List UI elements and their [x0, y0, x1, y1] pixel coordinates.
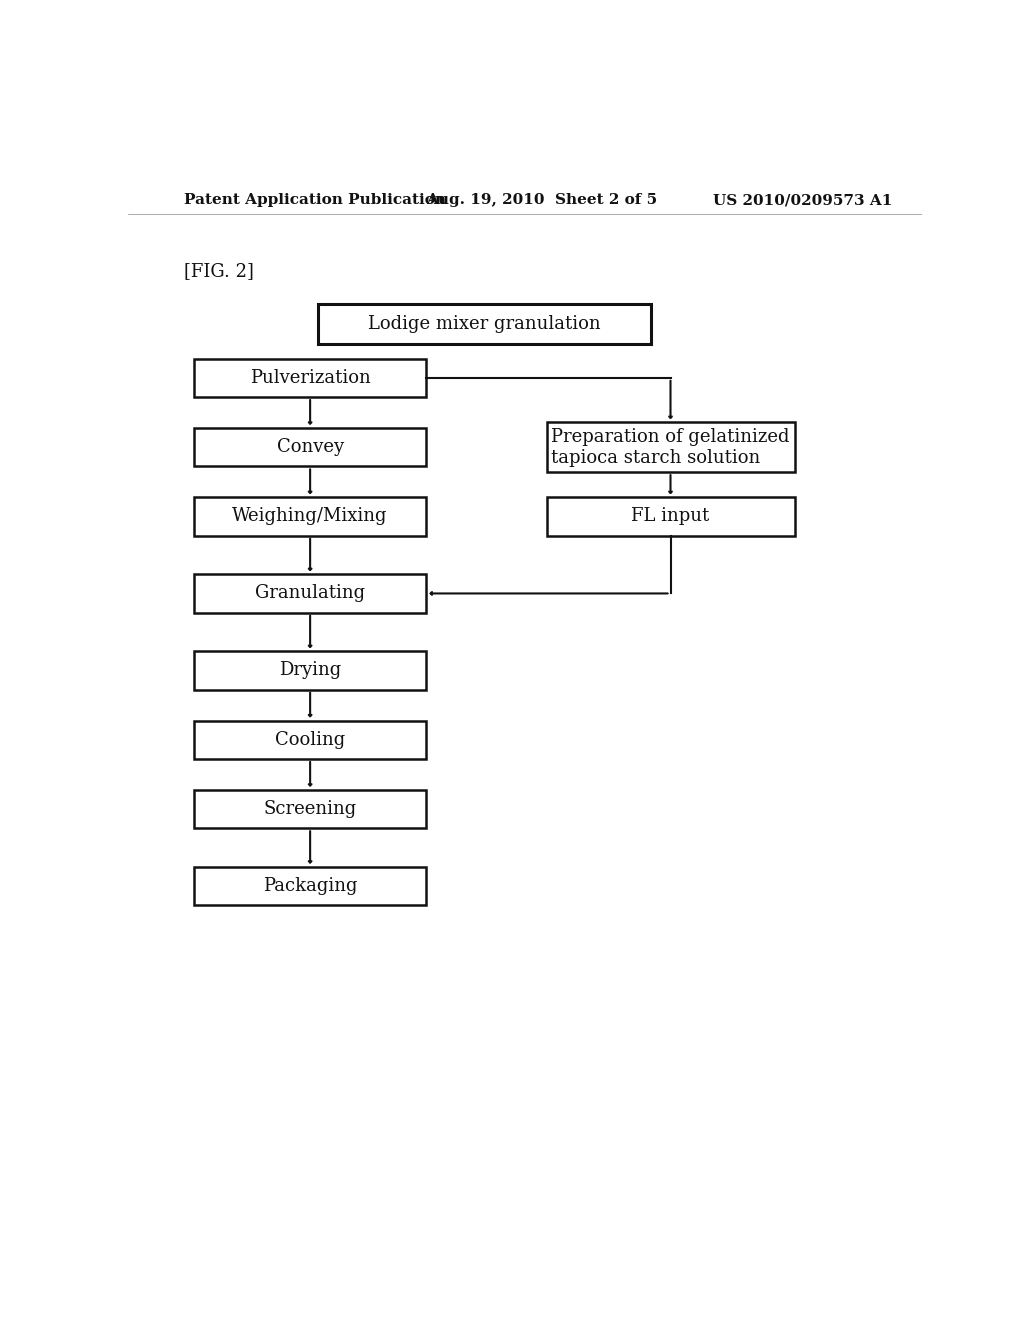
Text: [FIG. 2]: [FIG. 2] — [183, 263, 254, 280]
FancyBboxPatch shape — [194, 651, 426, 689]
FancyBboxPatch shape — [547, 498, 795, 536]
FancyBboxPatch shape — [194, 359, 426, 397]
Text: Drying: Drying — [279, 661, 341, 680]
FancyBboxPatch shape — [194, 498, 426, 536]
Text: Convey: Convey — [276, 438, 344, 457]
Text: Granulating: Granulating — [255, 585, 366, 602]
FancyBboxPatch shape — [547, 422, 795, 473]
Text: Packaging: Packaging — [263, 876, 357, 895]
FancyBboxPatch shape — [317, 304, 651, 345]
Text: Weighing/Mixing: Weighing/Mixing — [232, 507, 388, 525]
Text: FL input: FL input — [632, 507, 710, 525]
Text: US 2010/0209573 A1: US 2010/0209573 A1 — [713, 193, 893, 207]
FancyBboxPatch shape — [194, 428, 426, 466]
Text: Preparation of gelatinized
tapioca starch solution: Preparation of gelatinized tapioca starc… — [551, 428, 790, 466]
Text: Cooling: Cooling — [275, 731, 345, 748]
Text: Lodige mixer granulation: Lodige mixer granulation — [369, 315, 601, 333]
FancyBboxPatch shape — [194, 867, 426, 906]
Text: Patent Application Publication: Patent Application Publication — [183, 193, 445, 207]
FancyBboxPatch shape — [194, 789, 426, 829]
FancyBboxPatch shape — [194, 574, 426, 612]
Text: Aug. 19, 2010  Sheet 2 of 5: Aug. 19, 2010 Sheet 2 of 5 — [426, 193, 657, 207]
Text: Pulverization: Pulverization — [250, 368, 371, 387]
FancyBboxPatch shape — [194, 721, 426, 759]
Text: Screening: Screening — [263, 800, 356, 818]
